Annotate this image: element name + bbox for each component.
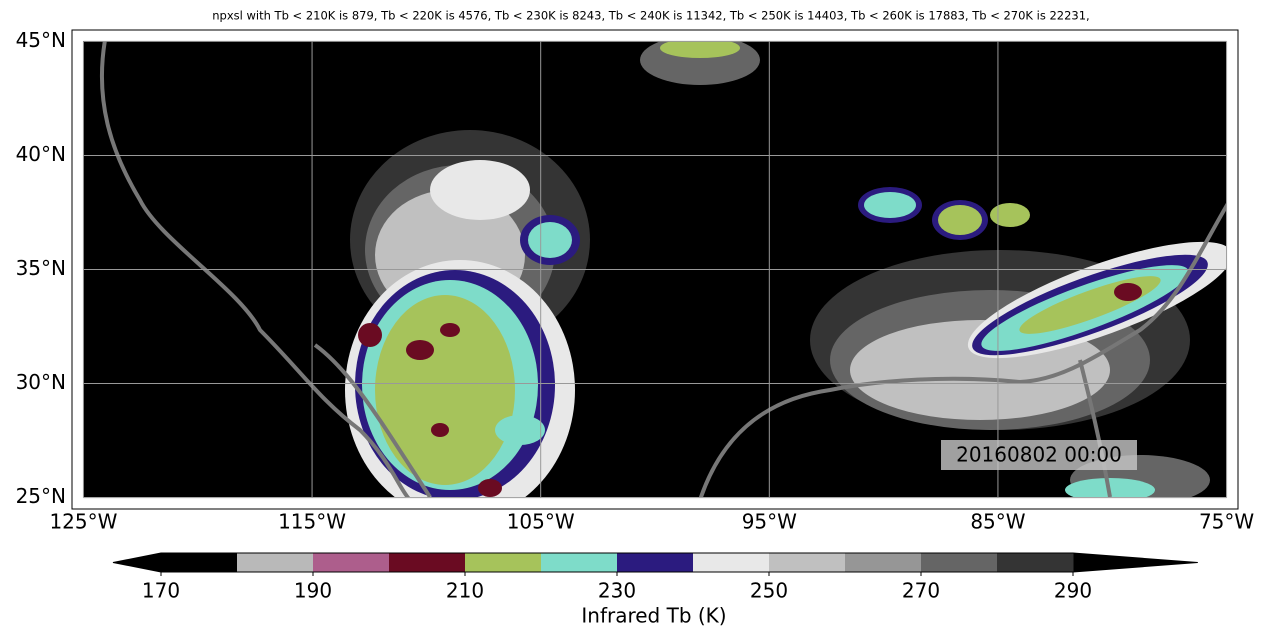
y-tick-label: 30°N <box>16 370 66 394</box>
colorbar-tick-label: 210 <box>446 579 484 603</box>
y-tick-label: 25°N <box>16 484 66 508</box>
colorbar-segment <box>161 553 238 572</box>
colorbar-segment <box>389 553 466 572</box>
title: npxsl with Tb < 210K is 879, Tb < 220K i… <box>212 9 1089 23</box>
colorbar-segment <box>541 553 618 572</box>
colorbar-tick-label: 250 <box>750 579 788 603</box>
y-tick-label: 40°N <box>16 142 66 166</box>
timestamp: 20160802 00:00 <box>956 443 1122 467</box>
colorbar-label: Infrared Tb (K) <box>581 604 726 628</box>
colorbar-tick-label: 290 <box>1054 579 1092 603</box>
colorbar-extend-over <box>1073 553 1198 572</box>
colorbar-tick-label: 230 <box>598 579 636 603</box>
x-tick-label: 115°W <box>278 510 346 534</box>
y-tick-label: 35°N <box>16 256 66 280</box>
colorbar-segment <box>921 553 998 572</box>
x-tick-label: 125°W <box>49 510 117 534</box>
colorbar-segment <box>845 553 922 572</box>
colorbar-extend-under <box>113 553 161 572</box>
ir-field <box>83 41 1226 497</box>
colorbar-segment <box>465 553 542 572</box>
colorbar-segment <box>997 553 1074 572</box>
x-tick-label: 75°W <box>1199 510 1254 534</box>
colorbar-segment <box>693 553 770 572</box>
colorbar-tick-label: 270 <box>902 579 940 603</box>
colorbar-segment <box>617 553 694 572</box>
timestamp-box <box>941 440 1137 470</box>
colorbar-segment <box>313 553 390 572</box>
y-tick-label: 45°N <box>16 28 66 52</box>
x-tick-label: 105°W <box>507 510 575 534</box>
x-tick-label: 85°W <box>970 510 1025 534</box>
colorbar-tick-label: 190 <box>294 579 332 603</box>
colorbar-tick-label: 170 <box>142 579 180 603</box>
x-tick-label: 95°W <box>742 510 797 534</box>
colorbar-segment <box>237 553 314 572</box>
colorbar-segment <box>769 553 846 572</box>
